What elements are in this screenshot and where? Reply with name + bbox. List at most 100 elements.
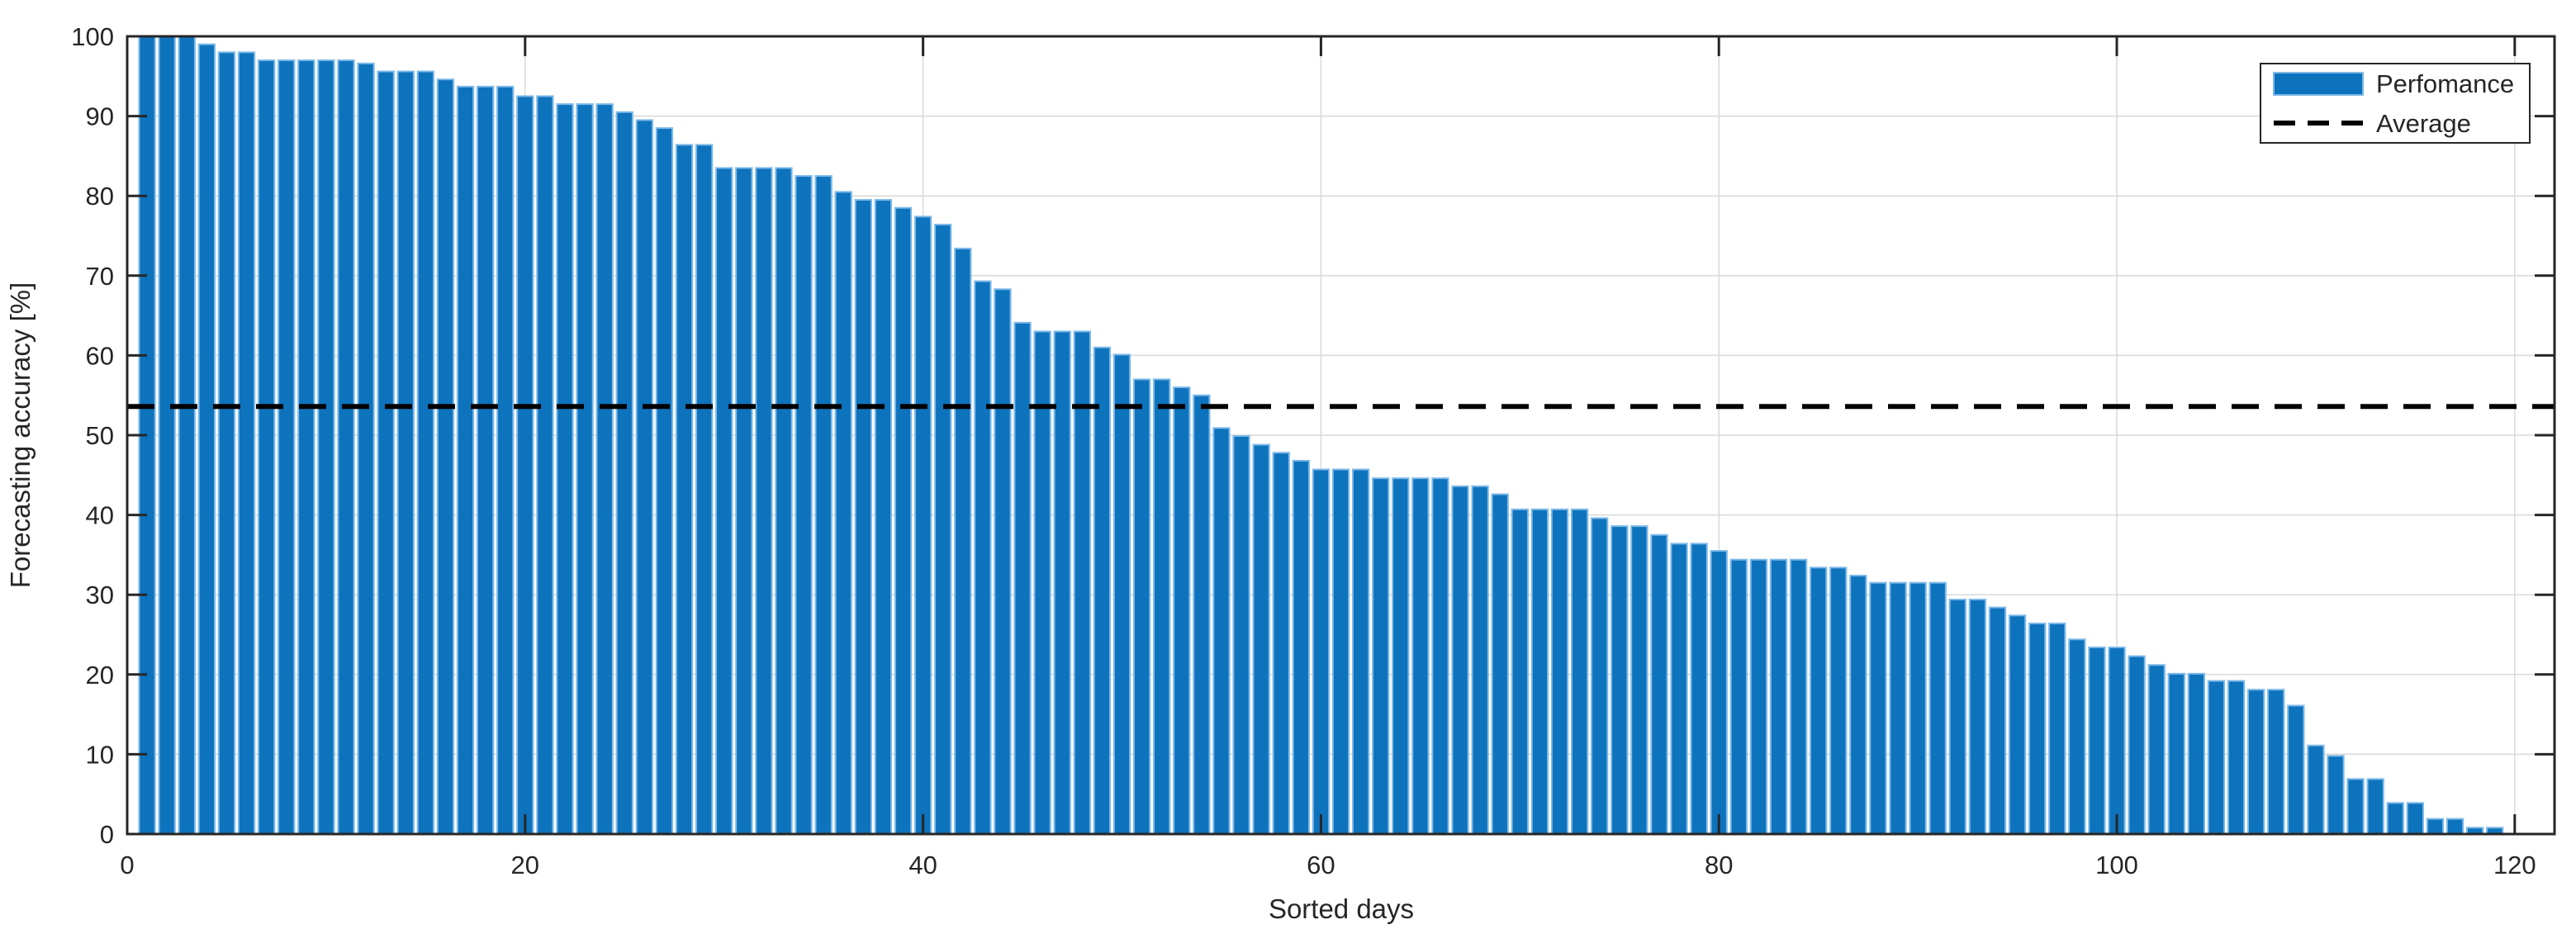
- x-tick-label-0: 0: [120, 851, 134, 879]
- bar-day-84: [1789, 558, 1808, 835]
- bar-day-2: [158, 36, 176, 835]
- bar-day-26: [635, 119, 653, 835]
- y-tick-label-30: 30: [86, 581, 114, 609]
- bar-day-41: [934, 223, 952, 835]
- bar-day-4: [197, 43, 216, 836]
- bar-day-11: [337, 59, 355, 836]
- bar-day-17: [456, 85, 475, 836]
- bar-day-112: [2346, 778, 2365, 836]
- bar-day-49: [1093, 346, 1112, 835]
- bar-day-12: [357, 62, 375, 836]
- bar-day-94: [1988, 606, 2007, 835]
- bar-day-79: [1690, 543, 1708, 835]
- bar-day-110: [2307, 744, 2325, 835]
- bar-day-117: [2446, 818, 2465, 835]
- bar-day-72: [1550, 508, 1569, 835]
- bar-day-44: [994, 288, 1012, 835]
- bar-day-111: [2327, 755, 2345, 835]
- bar-day-13: [377, 70, 395, 835]
- y-tick-label-90: 90: [86, 102, 114, 131]
- bar-day-56: [1232, 434, 1250, 835]
- bar-day-10: [317, 59, 335, 836]
- bar-day-60: [1312, 468, 1331, 836]
- bar-day-9: [297, 59, 315, 836]
- bar-day-15: [416, 70, 434, 835]
- bar-day-74: [1591, 517, 1609, 835]
- bar-day-39: [894, 206, 913, 835]
- bar-day-87: [1849, 575, 1867, 835]
- bar-day-61: [1331, 468, 1350, 836]
- bar-day-18: [476, 85, 495, 836]
- bar-day-75: [1611, 525, 1629, 836]
- bar-day-3: [178, 36, 196, 835]
- bar-day-80: [1710, 550, 1728, 835]
- bar-day-85: [1810, 566, 1828, 836]
- bar-day-103: [2167, 672, 2185, 835]
- y-tick-label-40: 40: [86, 501, 114, 530]
- bar-day-34: [795, 175, 813, 836]
- bar-day-33: [775, 167, 793, 835]
- bar-day-98: [2068, 638, 2086, 836]
- bar-day-71: [1530, 508, 1549, 835]
- bar-day-69: [1491, 493, 1509, 835]
- x-tick-label-120: 120: [2493, 851, 2536, 879]
- bar-day-36: [834, 191, 852, 835]
- bar-day-114: [2386, 802, 2404, 835]
- bar-day-90: [1909, 581, 1927, 836]
- legend-label-average: Average: [2376, 109, 2471, 138]
- bar-day-76: [1630, 525, 1649, 836]
- bar-day-35: [814, 175, 833, 836]
- bar-day-21: [536, 95, 554, 835]
- bar-day-37: [854, 199, 872, 835]
- bar-day-96: [2028, 622, 2047, 836]
- y-tick-label-100: 100: [71, 22, 114, 51]
- y-tick-label-70: 70: [86, 262, 114, 291]
- bar-day-25: [615, 111, 633, 835]
- bar-day-83: [1769, 558, 1788, 835]
- y-axis-label: Forecasting accuracy [%]: [5, 282, 36, 588]
- bar-day-115: [2406, 802, 2425, 835]
- x-tick-label-60: 60: [1307, 851, 1335, 879]
- bar-day-99: [2088, 646, 2106, 835]
- bar-day-28: [675, 144, 694, 836]
- bar-day-45: [1013, 321, 1032, 835]
- bar-day-53: [1173, 386, 1191, 836]
- bar-day-108: [2267, 689, 2285, 835]
- bar-day-55: [1212, 427, 1231, 836]
- y-tick-label-0: 0: [100, 820, 114, 849]
- bar-day-63: [1372, 477, 1390, 835]
- bar-day-50: [1112, 353, 1131, 835]
- legend-label-perfomance: Perfomance: [2376, 69, 2514, 98]
- x-axis-label: Sorted days: [1269, 893, 1414, 924]
- y-tick-label-60: 60: [86, 341, 114, 370]
- bar-day-16: [436, 78, 455, 835]
- bar-day-8: [278, 59, 296, 836]
- bar-day-101: [2128, 655, 2146, 835]
- bar-day-113: [2366, 778, 2384, 836]
- bar-day-66: [1431, 477, 1449, 835]
- bar-day-47: [1053, 330, 1071, 836]
- bar-day-77: [1650, 533, 1668, 835]
- bar-day-82: [1749, 558, 1768, 835]
- bar-day-91: [1928, 581, 1947, 836]
- bar-day-30: [715, 167, 733, 835]
- y-tick-label-10: 10: [86, 740, 114, 769]
- bar-day-38: [874, 199, 893, 835]
- bar-day-23: [576, 103, 594, 836]
- bar-day-59: [1292, 459, 1310, 835]
- bar-day-62: [1351, 468, 1370, 836]
- tick-marks: [126, 35, 2555, 836]
- bar-day-54: [1193, 394, 1211, 835]
- x-tick-labels: 0 20 40 60 80 100 120: [120, 851, 2536, 879]
- bar-day-65: [1411, 477, 1430, 835]
- x-tick-label-40: 40: [908, 851, 937, 879]
- y-tick-label-80: 80: [86, 182, 114, 211]
- bar-day-93: [1968, 598, 1987, 835]
- y-tick-label-20: 20: [86, 661, 114, 690]
- bar-day-64: [1392, 477, 1410, 835]
- bar-day-31: [735, 167, 753, 835]
- bar-day-100: [2108, 646, 2126, 835]
- bar-day-70: [1511, 508, 1529, 835]
- x-tick-label-80: 80: [1705, 851, 1733, 879]
